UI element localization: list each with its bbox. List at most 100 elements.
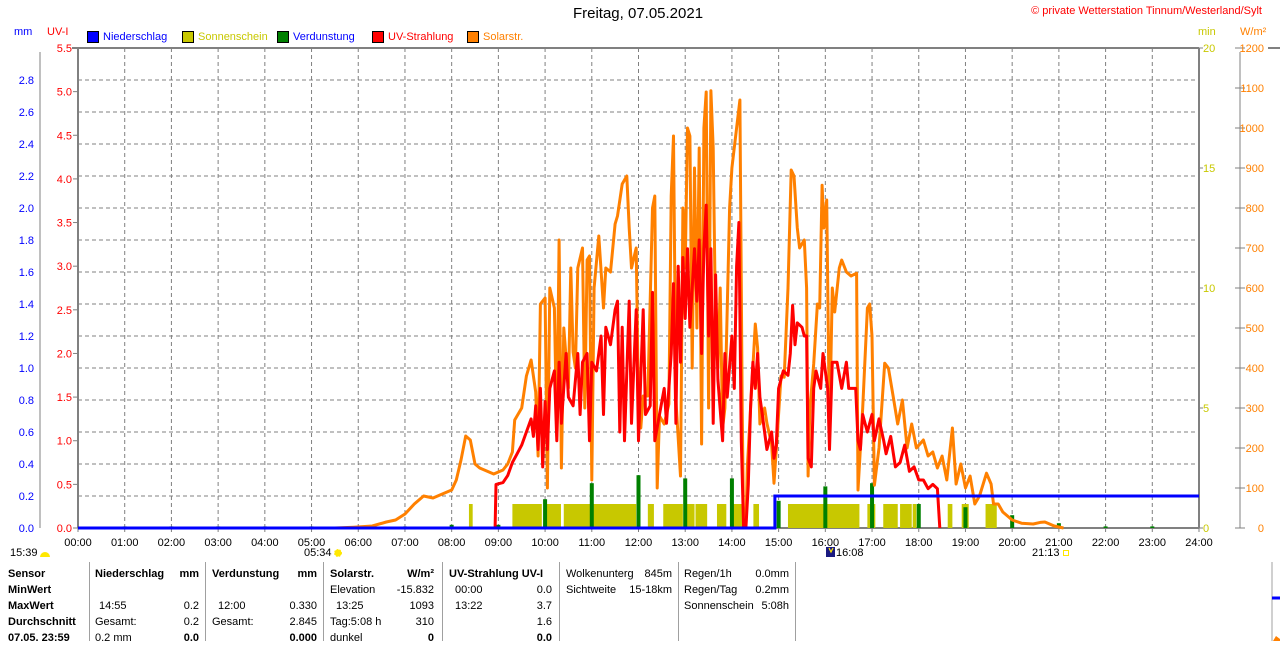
legend-sunshine: Sonnenschein [182, 31, 268, 43]
rain-hour-value: 0.0mm [755, 568, 789, 580]
avg-value: 1.6 [536, 616, 552, 628]
legend-swatch [467, 31, 479, 43]
sunshine-bar [468, 504, 473, 528]
sunshine-bar [695, 504, 708, 528]
max-value: 0.2 [183, 600, 199, 612]
divider [559, 562, 560, 641]
evaporation-spike [496, 524, 501, 528]
uv-axis-unit: UV-I [47, 26, 69, 38]
uv-tick-label: 0.0 [57, 523, 72, 535]
legend-label: Niederschlag [103, 31, 168, 43]
evaporation-spike [870, 483, 875, 528]
x-tick-label: 19:00 [952, 537, 980, 549]
legend-label: UV-Strahlung [388, 31, 454, 43]
column-header: Verdunstung [212, 568, 280, 580]
evaporation-spike [823, 486, 828, 528]
sunshine-bar [947, 504, 953, 528]
x-tick-label: 22:00 [1092, 537, 1120, 549]
row-label: Sensor [8, 568, 46, 580]
min-value: 0.0 [536, 584, 552, 596]
divider [323, 562, 324, 641]
mm-tick-label: 2.2 [19, 171, 34, 183]
total-value: 0.2 [183, 616, 199, 628]
evaporation-spike [916, 504, 921, 528]
sunrise-time: 05:34 [304, 547, 332, 559]
wm2-tick-label: 500 [1246, 323, 1264, 335]
last-value: 0 [427, 632, 434, 644]
row-label: 07.05. 23:59 [8, 632, 70, 644]
sunset-icon [1063, 550, 1069, 556]
mm-tick-label: 1.4 [19, 299, 34, 311]
column-header: Solarstr. [330, 568, 375, 580]
moonrise-time: 16:08 [836, 547, 864, 559]
evaporation-spikes [122, 475, 1155, 528]
evaporation-spike [636, 475, 641, 528]
mm-tick-label: 2.4 [19, 139, 34, 151]
evaporation-spike [963, 507, 968, 528]
avg-value: 310 [415, 616, 434, 628]
min-value: -15.832 [396, 584, 434, 596]
uv-tick-label: 2.0 [57, 348, 72, 360]
max-time: 12:00 [218, 600, 246, 612]
divider [795, 562, 796, 641]
uv-column: UV-Strahlung UV-I 00:00 0.0 13:22 3.7 1.6 … [449, 566, 552, 646]
column-header: UV-Strahlung UV-I [449, 568, 544, 580]
mm-tick-label: 1.0 [19, 363, 34, 375]
x-tick-label: 15:00 [765, 537, 793, 549]
uv-tick-label: 2.5 [57, 305, 72, 317]
x-tick-label: 06:00 [344, 537, 372, 549]
mm-axis-unit: mm [14, 26, 33, 38]
x-tick-label: 03:00 [204, 537, 232, 549]
uv-tick-label: 4.5 [57, 130, 72, 142]
x-tick-label: 17:00 [858, 537, 886, 549]
x-tick-label: 20:00 [998, 537, 1026, 549]
divider [89, 562, 90, 641]
sunshine-label: Sonnenschein [684, 600, 754, 612]
legend-swatch [277, 31, 289, 43]
wm2-tick-label: 800 [1246, 203, 1264, 215]
max-time: 13:25 [336, 600, 364, 612]
wm2-tick-label: 100 [1246, 483, 1264, 495]
cloud-visibility-column: Wolkenunterg 845m Sichtweite 15-18km [566, 566, 672, 598]
mm-tick-label: 1.2 [19, 331, 34, 343]
rain-hour-label: Regen/1h [684, 568, 732, 580]
mm-tick-label: 2.8 [19, 75, 34, 87]
copyright-note: © private Wetterstation Tinnum/Westerlan… [1031, 5, 1262, 17]
sunshine-bar [543, 504, 561, 528]
legend-label: Verdunstung [293, 31, 355, 43]
precipitation-line [78, 494, 1199, 530]
x-tick-label: 10:00 [531, 537, 559, 549]
wm2-tick-label: 400 [1246, 363, 1264, 375]
evaporation-spike [589, 483, 594, 528]
x-tick-label: 09:00 [485, 537, 513, 549]
max-value: 1093 [409, 600, 434, 612]
legend-label: Solarstr. [483, 31, 524, 43]
last-label: 0.2 mm [95, 632, 132, 644]
x-tick-label: 21:00 [1045, 537, 1073, 549]
mm-tick-label: 1.8 [19, 235, 34, 247]
uv-radiation-line [493, 203, 942, 530]
mm-tick-label: 0.0 [19, 523, 34, 535]
evaporation-spike [776, 500, 781, 528]
sunshine-value: 5:08h [761, 600, 789, 612]
visibility-label: Sichtweite [566, 584, 617, 596]
sunshine-bar [563, 504, 637, 528]
wm2-tick-label: 300 [1246, 403, 1264, 415]
last-value: 0.0 [536, 632, 552, 644]
mm-tick-label: 1.6 [19, 267, 34, 279]
row-label: MaxWert [8, 600, 54, 612]
evaporation-spike [543, 499, 548, 528]
mm-tick-label: 2.6 [19, 107, 34, 119]
tick-labels: 00:00 01:00 02:00 03:00 04:00 05:00 06:00 07:00… [19, 43, 1264, 549]
x-tick-label: 07:00 [391, 537, 419, 549]
x-tick-label: 00:00 [64, 537, 92, 549]
total-label: Gesamt: [95, 616, 137, 628]
min-tick-label: 20 [1203, 43, 1215, 55]
rain-sun-column: Regen/1h 0.0mm Regen/Tag 0.2mm Sonnenschei… [684, 566, 789, 614]
legend-swatch [372, 31, 384, 43]
uv-tick-label: 3.5 [57, 218, 72, 230]
evaporation-spike [683, 478, 688, 528]
max-value: 0.330 [289, 600, 317, 612]
legend-swatch [87, 31, 99, 43]
